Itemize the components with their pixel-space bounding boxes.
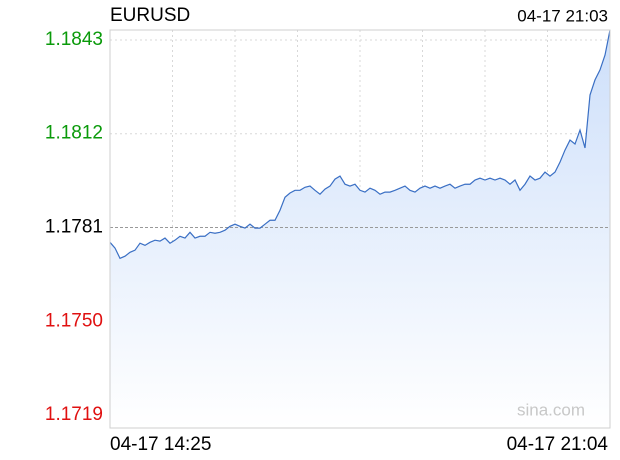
y-tick-label: 1.1843	[45, 29, 103, 50]
y-tick-label: 1.1812	[45, 123, 103, 144]
x-tick-label: 04-17 14:25	[110, 434, 211, 455]
y-tick-label: 1.1781	[45, 217, 103, 238]
watermark: sina.com	[517, 400, 585, 419]
chart-title: EURUSD	[110, 5, 190, 26]
x-tick-label: 04-17 21:04	[507, 434, 609, 455]
area-fill	[110, 30, 610, 428]
plot-frame	[109, 29, 611, 429]
price-line	[109, 29, 611, 260]
y-tick-label: 1.1719	[45, 404, 103, 425]
timestamp: 04-17 21:03	[517, 6, 608, 25]
y-tick-label: 1.1750	[45, 310, 103, 331]
